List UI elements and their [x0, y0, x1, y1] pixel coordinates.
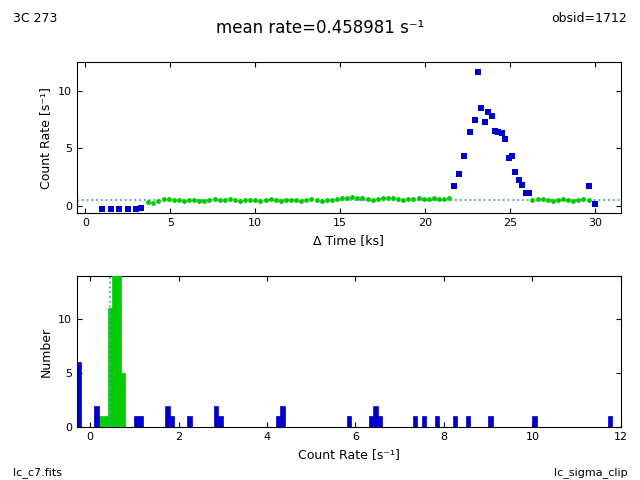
- Bar: [218, 416, 223, 427]
- Y-axis label: Count Rate [s⁻¹]: Count Rate [s⁻¹]: [40, 87, 52, 189]
- Bar: [99, 416, 103, 427]
- Bar: [95, 406, 99, 427]
- Bar: [103, 416, 108, 427]
- Bar: [112, 0, 116, 427]
- Bar: [378, 416, 382, 427]
- Bar: [77, 362, 81, 427]
- Text: 3C 273: 3C 273: [13, 12, 57, 25]
- Bar: [422, 416, 426, 427]
- Text: mean rate=0.458981 s⁻¹: mean rate=0.458981 s⁻¹: [216, 19, 424, 37]
- Text: lc_sigma_clip: lc_sigma_clip: [554, 467, 627, 478]
- Bar: [116, 276, 121, 427]
- Bar: [134, 416, 139, 427]
- Bar: [452, 416, 457, 427]
- Bar: [532, 416, 537, 427]
- Bar: [139, 416, 143, 427]
- Bar: [165, 406, 170, 427]
- Text: lc_c7.fits: lc_c7.fits: [13, 467, 62, 478]
- Bar: [369, 416, 373, 427]
- Bar: [488, 416, 493, 427]
- Bar: [276, 416, 280, 427]
- X-axis label: Count Rate [s⁻¹]: Count Rate [s⁻¹]: [298, 448, 400, 461]
- Bar: [108, 308, 112, 427]
- Y-axis label: Number: Number: [40, 327, 52, 377]
- X-axis label: Δ Time [ks]: Δ Time [ks]: [314, 234, 384, 247]
- Bar: [280, 406, 285, 427]
- Bar: [413, 416, 417, 427]
- Bar: [170, 416, 174, 427]
- Bar: [121, 373, 125, 427]
- Bar: [214, 406, 218, 427]
- Text: obsid=1712: obsid=1712: [552, 12, 627, 25]
- Bar: [466, 416, 470, 427]
- Bar: [607, 416, 612, 427]
- Bar: [373, 406, 378, 427]
- Bar: [347, 416, 351, 427]
- Bar: [95, 416, 99, 427]
- Bar: [435, 416, 440, 427]
- Bar: [188, 416, 192, 427]
